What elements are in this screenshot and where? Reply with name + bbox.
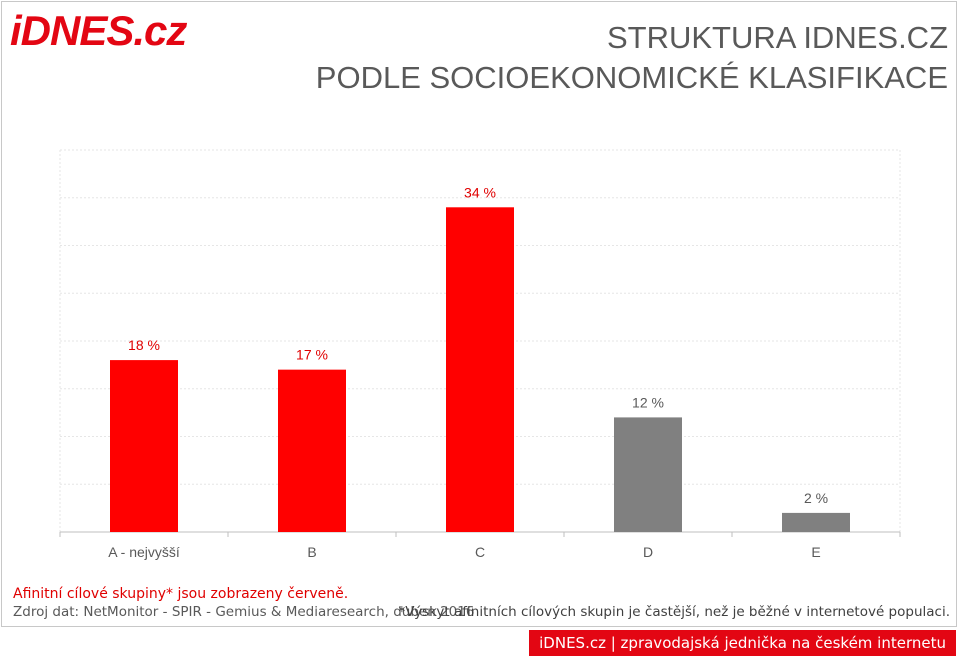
source-note: Zdroj dat: NetMonitor - SPIR - Gemius & … bbox=[13, 604, 475, 620]
bar-2 bbox=[278, 369, 346, 532]
x-tick-label-1: A - nejvyšší bbox=[108, 544, 180, 560]
bar-chart: 18 % A - nejvyšší 17 % B 34 % C 12 % D 2 % E bbox=[59, 149, 901, 560]
brand-banner: iDNES.cz | zpravodajská jednička na česk… bbox=[529, 630, 956, 656]
data-label-3: 34 % bbox=[464, 184, 496, 200]
page-title: STRUKTURA IDNES.CZ PODLE SOCIOEKONOMICKÉ… bbox=[316, 18, 948, 98]
bar-3 bbox=[446, 207, 514, 533]
bar-1 bbox=[110, 360, 178, 532]
idnes-logo: iDNES.cz bbox=[10, 7, 187, 54]
title-line-2: PODLE SOCIOEKONOMICKÉ KLASIFIKACE bbox=[315, 60, 948, 95]
chart-frame bbox=[1, 1, 957, 627]
affinity-note: Afinitní cílové skupiny* jsou zobrazeny … bbox=[13, 586, 349, 602]
bar-5 bbox=[782, 512, 850, 532]
bar-4 bbox=[614, 417, 682, 532]
footnote: *Výskyt afinitních cílových skupin je ča… bbox=[398, 604, 950, 620]
data-label-1: 18 % bbox=[128, 337, 160, 353]
data-label-4: 12 % bbox=[632, 394, 664, 410]
x-tick-label-5: E bbox=[811, 544, 820, 560]
x-tick-label-4: D bbox=[643, 544, 653, 560]
title-line-1: STRUKTURA IDNES.CZ bbox=[606, 20, 948, 55]
x-tick-label-3: C bbox=[475, 544, 485, 560]
data-label-2: 17 % bbox=[296, 347, 328, 363]
x-tick-label-2: B bbox=[307, 544, 316, 560]
data-label-5: 2 % bbox=[804, 490, 828, 506]
